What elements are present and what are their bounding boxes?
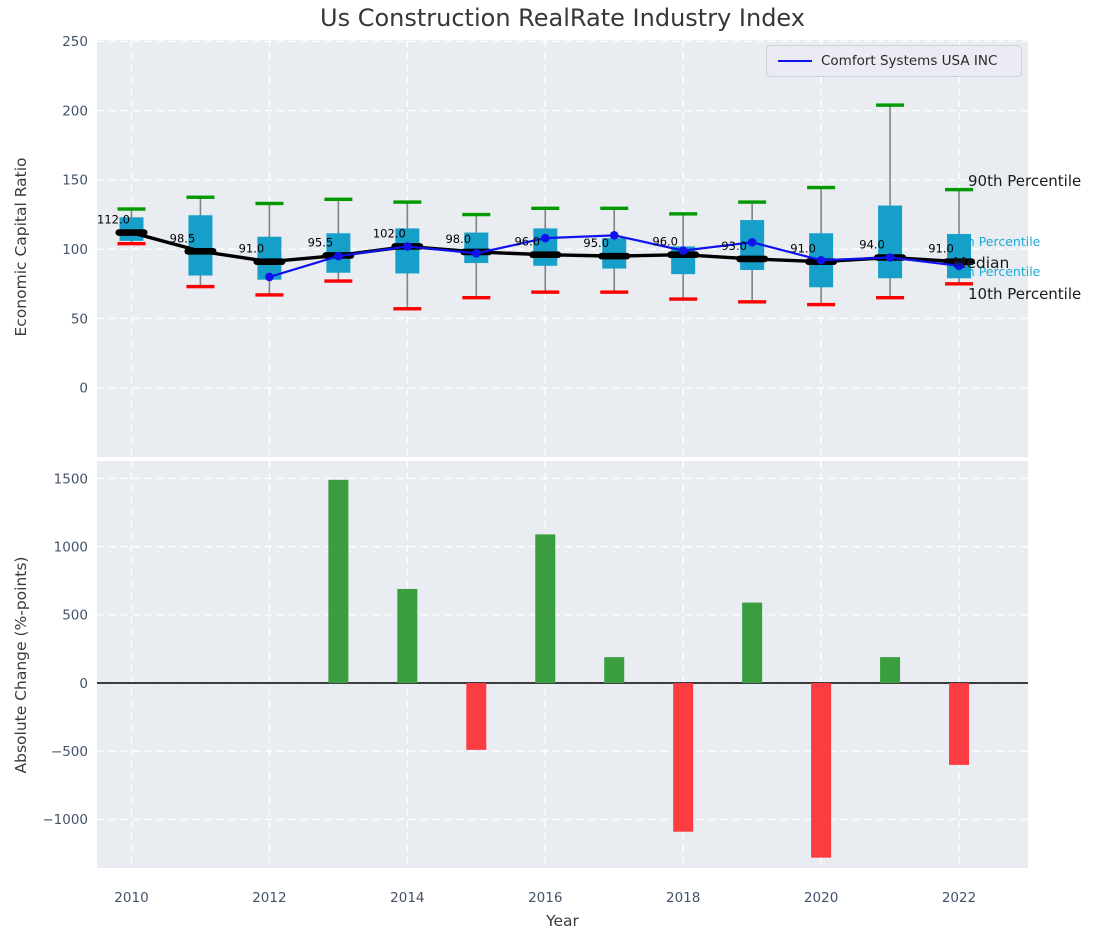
median-value-label: 91.0 (790, 242, 816, 256)
top-y-axis-label: Economic Capital Ratio (12, 157, 30, 336)
percentile-annotation-dark: 10th Percentile (968, 285, 1081, 303)
top-y-tick-label: 200 (62, 103, 88, 119)
boxplot-cap-10th (669, 297, 697, 300)
boxplot-cap-90th (600, 207, 628, 210)
percentile-annotation-dark: Median (953, 254, 1009, 272)
median-value-label: 98.5 (170, 231, 196, 245)
median-marker (253, 258, 285, 265)
bottom-y-tick-label: −1000 (42, 812, 88, 828)
median-value-label: 95.5 (308, 235, 334, 249)
top-y-tick-label: 0 (79, 381, 88, 397)
legend-line-sample (778, 60, 812, 62)
median-value-label: 98.0 (445, 232, 471, 246)
boxplot-cap-10th (462, 296, 490, 299)
company-marker (265, 273, 274, 282)
median-marker (529, 251, 561, 258)
bar-negative (673, 683, 693, 832)
company-marker (886, 253, 895, 262)
x-tick-label: 2012 (252, 890, 286, 906)
boxplot-cap-90th (117, 207, 145, 210)
x-axis-label: Year (97, 912, 1028, 930)
boxplot-cap-10th (186, 285, 214, 288)
boxplot-cap-90th (462, 213, 490, 216)
boxplot-cap-10th (117, 242, 145, 245)
company-marker (541, 234, 550, 243)
median-marker (736, 256, 768, 263)
bar-positive (397, 589, 417, 683)
boxplot-cap-10th (255, 293, 283, 296)
percentile-annotation-dark: 90th Percentile (968, 172, 1081, 190)
chart-title: Us Construction RealRate Industry Index (97, 4, 1028, 32)
company-marker (679, 246, 688, 255)
x-tick-label: 2020 (804, 890, 838, 906)
bar-positive (328, 480, 348, 683)
boxplot-box (188, 215, 212, 275)
median-value-label: 95.0 (583, 236, 609, 250)
bar-negative (811, 683, 831, 858)
boxplot-cap-90th (186, 196, 214, 199)
company-marker (817, 256, 826, 265)
boxplot-cap-10th (324, 279, 352, 282)
median-value-label: 102.0 (373, 226, 406, 240)
median-value-label: 96.0 (514, 235, 540, 249)
x-tick-label: 2018 (666, 890, 700, 906)
boxplot-cap-90th (324, 198, 352, 201)
company-marker (748, 238, 757, 247)
bottom-y-tick-label: 1500 (54, 471, 88, 487)
company-marker (610, 231, 619, 240)
legend: Comfort Systems USA INC (766, 45, 1022, 77)
top-y-tick-label: 100 (62, 242, 88, 258)
median-marker (598, 253, 630, 260)
figure: 0 50 100 150 200 250 −1000 −500 0 500 1000 1500 2010… (0, 0, 1103, 942)
company-marker (472, 249, 481, 258)
x-tick-label: 2016 (528, 890, 562, 906)
boxplot-cap-10th (393, 307, 421, 310)
median-value-label: 91.0 (928, 242, 954, 256)
median-value-label: 112.0 (97, 213, 130, 227)
median-value-label: 93.0 (721, 239, 747, 253)
bottom-y-tick-label: 0 (79, 676, 88, 692)
x-tick-label: 2010 (114, 890, 148, 906)
median-value-label: 91.0 (239, 242, 265, 256)
top-y-tick-label: 50 (71, 311, 88, 327)
bar-negative (949, 683, 969, 765)
top-y-tick-label: 150 (62, 173, 88, 189)
boxplot-cap-90th (531, 207, 559, 210)
median-marker (184, 248, 216, 255)
bar-positive (604, 657, 624, 683)
bottom-y-tick-label: 500 (62, 608, 88, 624)
company-marker (334, 252, 343, 261)
bar-negative (466, 683, 486, 750)
bar-positive (880, 657, 900, 683)
legend-label: Comfort Systems USA INC (821, 53, 997, 69)
boxplot-cap-90th (255, 202, 283, 205)
median-marker (115, 229, 147, 236)
boxplot-cap-90th (393, 200, 421, 203)
top-y-tick-label: 250 (62, 34, 88, 50)
x-tick-label: 2014 (390, 890, 424, 906)
boxplot-cap-10th (807, 303, 835, 306)
boxplot-cap-10th (531, 290, 559, 293)
boxplot-cap-90th (876, 103, 904, 106)
median-value-label: 94.0 (859, 238, 885, 252)
bar-positive (742, 603, 762, 683)
boxplot-cap-90th (738, 200, 766, 203)
boxplot-cap-90th (669, 212, 697, 215)
boxplot-cap-10th (876, 296, 904, 299)
median-value-label: 96.0 (652, 235, 678, 249)
boxplot-cap-10th (738, 300, 766, 303)
bottom-y-tick-label: 1000 (54, 539, 88, 555)
chart-canvas: 0 50 100 150 200 250 −1000 −500 0 500 1000 1500 2010… (0, 0, 1103, 942)
x-tick-label: 2022 (942, 890, 976, 906)
bottom-y-tick-label: −500 (51, 744, 88, 760)
boxplot-cap-90th (807, 186, 835, 189)
boxplot-cap-10th (600, 290, 628, 293)
bottom-y-axis-label: Absolute Change (%-points) (12, 557, 30, 774)
company-marker (403, 242, 412, 251)
bar-positive (535, 534, 555, 683)
